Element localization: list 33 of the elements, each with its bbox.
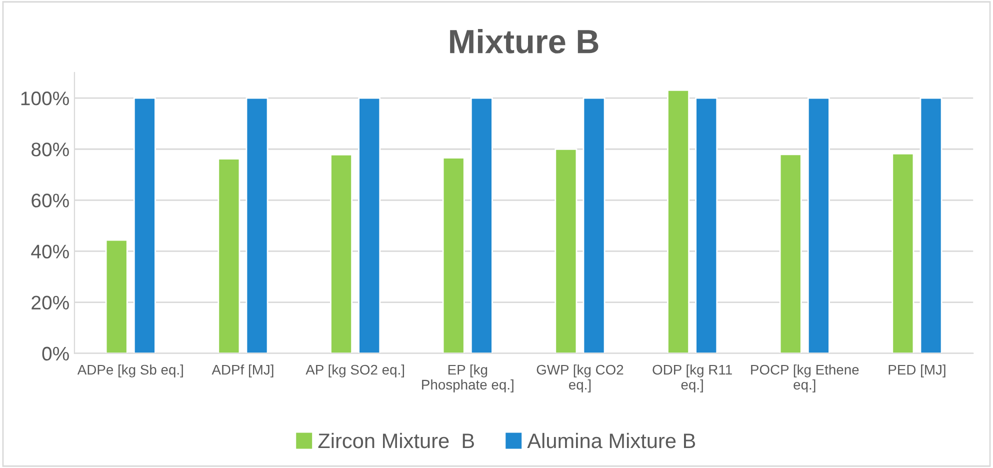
x-tick-label: EP [kg Phosphate eq.] — [422, 364, 514, 392]
chart-title: Mixture B — [450, 28, 598, 54]
bar — [807, 97, 830, 354]
bar — [442, 157, 465, 354]
y-tick-label: 100% — [21, 92, 69, 106]
y-tick-label: 20% — [32, 296, 69, 310]
bar — [892, 153, 914, 354]
y-tick-label: 0% — [42, 346, 69, 361]
x-tick-label: GWP [kg CO2 eq.] — [536, 364, 624, 392]
legend-label: Alumina Mixture B — [527, 432, 696, 448]
x-tick-label: ADPf [MJ] — [212, 364, 274, 378]
bar — [667, 89, 690, 354]
bar — [470, 97, 493, 354]
y-tick-label: 40% — [31, 244, 69, 258]
bar — [695, 97, 718, 354]
bar — [246, 97, 268, 354]
x-tick-label: AP [kg SO2 eq.] — [306, 364, 404, 378]
x-tick-label: POCP [kg Ethene eq.] — [751, 364, 859, 392]
bar — [133, 97, 156, 354]
y-tick-label: 80% — [32, 142, 69, 156]
bar — [920, 97, 942, 354]
bar — [105, 239, 128, 354]
bar — [330, 154, 352, 354]
x-tick-label: ADPe [kg Sb eq.] — [77, 364, 183, 378]
legend-label: Zircon Mixture B — [318, 432, 474, 448]
bar — [779, 154, 802, 354]
bar — [554, 148, 578, 354]
x-tick-label: ODP [kg R11 eq.] — [652, 364, 732, 392]
bar — [358, 97, 381, 354]
bar — [218, 158, 240, 354]
bar — [582, 97, 606, 354]
x-tick-label: PED [MJ] — [888, 364, 946, 378]
y-tick-label: 60% — [32, 194, 69, 208]
